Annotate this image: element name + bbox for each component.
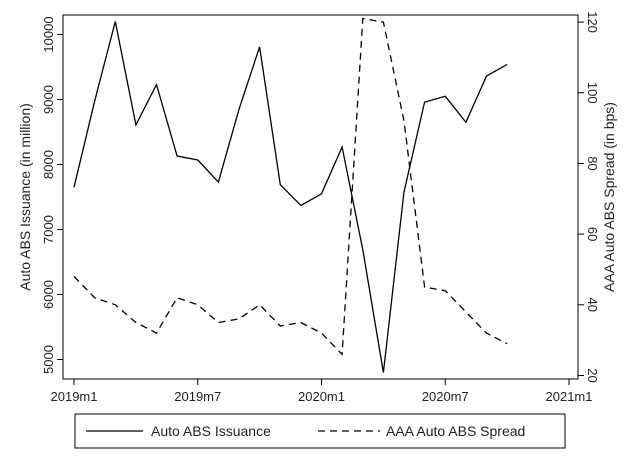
- right-y-tick-label: 120: [585, 11, 600, 33]
- x-tick-label: 2021m1: [546, 389, 593, 404]
- right-y-axis-label: AAA Auto ABS Spread (in bps): [601, 102, 617, 292]
- x-tick-label: 2020m7: [422, 389, 469, 404]
- legend-label-issuance: Auto ABS Issuance: [151, 423, 271, 439]
- x-tick-label: 2019m7: [174, 389, 221, 404]
- plot-frame: [62, 14, 579, 380]
- series-line-auto-abs-issuance: [73, 21, 508, 373]
- series-line-aaa-auto-abs-spread: [73, 17, 508, 356]
- x-tick-label: 2019m1: [51, 389, 98, 404]
- left-y-tick-label: 7000: [41, 215, 56, 244]
- right-y-tick-label: 60: [585, 227, 600, 241]
- left-y-tick-label: 10000: [41, 16, 56, 52]
- left-y-tick-label: 6000: [41, 280, 56, 309]
- series-group: [73, 17, 508, 373]
- right-y-tick-label: 100: [585, 82, 600, 104]
- x-tick-label: 2020m1: [298, 389, 345, 404]
- left-y-tick-label: 5000: [41, 345, 56, 374]
- right-y-tick-label: 20: [585, 368, 600, 382]
- left-y-tick-label: 8000: [41, 150, 56, 179]
- right-y-tick-label: 80: [585, 156, 600, 170]
- x-axis: 2019m1 2019m7 2020m1 2020m7 2021m1: [51, 379, 593, 404]
- left-y-tick-label: 9000: [41, 85, 56, 114]
- legend-label-spread: AAA Auto ABS Spread: [386, 423, 525, 439]
- left-y-axis: 5000 6000 7000 8000 9000 10000: [41, 16, 63, 374]
- right-y-tick-label: 40: [585, 298, 600, 312]
- right-y-axis: 20 40 60 80 100 120: [578, 11, 600, 383]
- left-y-axis-label: Auto ABS Issuance (in million): [17, 103, 33, 291]
